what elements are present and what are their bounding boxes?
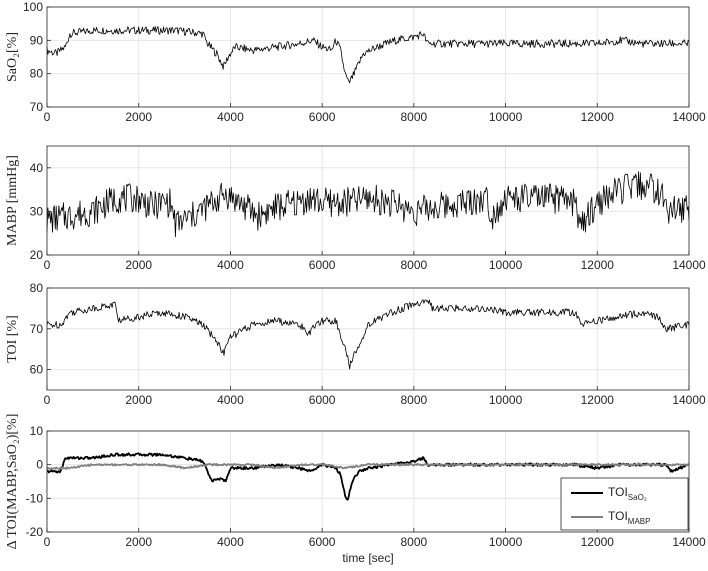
x-tick-label: 4000	[217, 258, 244, 272]
x-tick-label: 0	[44, 258, 51, 272]
x-tick-label: 8000	[401, 110, 428, 124]
series-line-0	[46, 26, 690, 84]
x-tick-label: 14000	[672, 110, 706, 124]
x-tick-label: 2000	[125, 535, 152, 549]
y-axis-label: MABP [mmHg]	[5, 155, 20, 246]
legend-label: TOIMABP	[608, 509, 650, 526]
x-tick-label: 8000	[401, 393, 428, 407]
y-tick-label: 30	[30, 204, 44, 218]
y-axis-label: TOI [%]	[5, 315, 20, 363]
y-axis-label: Δ TOI(MABP,SaO₂)[%]	[5, 414, 20, 550]
legend-box	[560, 477, 689, 531]
series-line-0	[46, 171, 690, 238]
x-tick-label: 2000	[125, 258, 152, 272]
x-tick-label: 12000	[581, 110, 615, 124]
x-tick-label: 10000	[489, 258, 523, 272]
series-line-0	[46, 299, 690, 370]
mabp-panel: 0 2000 4000 6000 8000 10000 12000 14000 20 30 40 MA…	[5, 145, 706, 272]
y-tick-label: 70	[30, 100, 44, 114]
x-tick-label: 4000	[217, 393, 244, 407]
x-tick-label: 14000	[672, 535, 706, 549]
x-tick-label: 12000	[581, 535, 615, 549]
x-tick-label: 0	[44, 110, 51, 124]
x-tick-label: 8000	[401, 258, 428, 272]
x-tick-label: 8000	[401, 535, 428, 549]
y-tick-label: 0	[36, 458, 43, 472]
series-line-1	[46, 462, 690, 470]
y-axis-label: SaO₂[%]	[5, 32, 20, 82]
y-tick-label: 10	[30, 424, 44, 438]
y-tick-label: 60	[30, 363, 44, 377]
y-tick-label: 20	[30, 248, 44, 262]
y-tick-label: 80	[30, 67, 44, 81]
axes-box	[46, 6, 690, 108]
x-tick-label: 2000	[125, 110, 152, 124]
axes-box	[46, 430, 690, 533]
x-tick-label: 12000	[581, 258, 615, 272]
x-tick-label: 10000	[489, 110, 523, 124]
y-tick-label: 90	[30, 33, 44, 47]
x-tick-label: 10000	[489, 535, 523, 549]
sao2-panel: 0 2000 4000 6000 8000 10000 12000 14000 70 80 90 10…	[5, 0, 706, 124]
x-axis-label: time [sec]	[342, 551, 393, 565]
y-tick-label: -20	[26, 525, 44, 539]
x-tick-label: 14000	[672, 393, 706, 407]
toi-panel: 0 2000 4000 6000 8000 10000 12000 14000 60 70 80 TO…	[5, 281, 706, 407]
y-tick-label: -10	[26, 491, 44, 505]
x-tick-label: 4000	[217, 535, 244, 549]
x-tick-label: 0	[44, 393, 51, 407]
x-tick-label: 2000	[125, 393, 152, 407]
y-tick-label: 100	[23, 0, 43, 14]
y-tick-label: 40	[30, 161, 44, 175]
delta-toi-panel: 0 2000 4000 6000 8000 10000 12000 14000 -20 -10 0 1…	[5, 414, 706, 565]
x-tick-label: 10000	[489, 393, 523, 407]
x-tick-label: 6000	[309, 258, 336, 272]
axes-box	[46, 287, 690, 391]
legend-label: TOISaO₂	[608, 485, 647, 502]
x-tick-label: 6000	[309, 393, 336, 407]
x-tick-label: 6000	[309, 110, 336, 124]
x-tick-label: 12000	[581, 393, 615, 407]
x-tick-label: 4000	[217, 110, 244, 124]
legend: TOISaO₂ TOIMABP	[560, 477, 689, 531]
y-tick-label: 70	[30, 322, 44, 336]
axes-box	[46, 145, 690, 256]
x-tick-label: 6000	[309, 535, 336, 549]
y-tick-label: 80	[30, 281, 44, 295]
x-tick-label: 14000	[672, 258, 706, 272]
x-tick-label: 0	[44, 535, 51, 549]
